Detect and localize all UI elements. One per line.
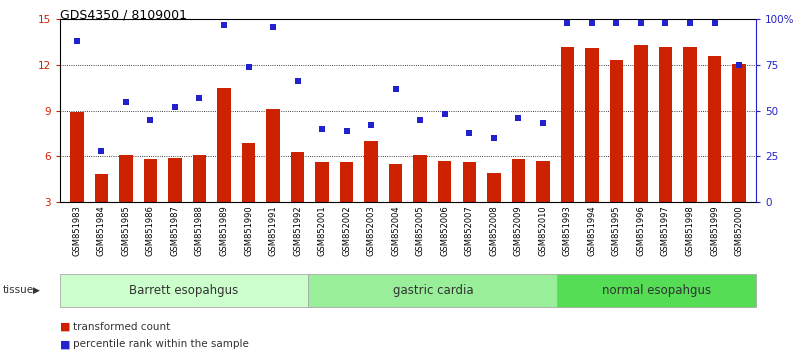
Text: GSM851998: GSM851998: [685, 205, 694, 256]
Bar: [512, 159, 525, 202]
Text: ■: ■: [60, 322, 70, 332]
Text: GSM851990: GSM851990: [244, 205, 253, 256]
Bar: [610, 61, 623, 202]
Text: GSM852001: GSM852001: [318, 205, 326, 256]
Point: [561, 20, 574, 26]
Text: GSM851986: GSM851986: [146, 205, 155, 256]
Text: GSM852000: GSM852000: [735, 205, 743, 256]
Bar: [267, 109, 280, 202]
Point: [708, 20, 721, 26]
Text: GSM851983: GSM851983: [72, 205, 81, 256]
Text: GSM851989: GSM851989: [220, 205, 228, 256]
Bar: [634, 45, 648, 202]
Text: ■: ■: [60, 339, 70, 349]
Bar: [144, 159, 157, 202]
Bar: [560, 47, 574, 202]
Bar: [536, 161, 549, 202]
Text: transformed count: transformed count: [73, 322, 170, 332]
Text: GSM852008: GSM852008: [490, 205, 498, 256]
Text: GSM851995: GSM851995: [612, 205, 621, 256]
Bar: [557, 274, 756, 307]
Bar: [308, 274, 557, 307]
Text: GSM851984: GSM851984: [97, 205, 106, 256]
Text: tissue: tissue: [2, 285, 33, 296]
Point: [414, 117, 427, 122]
Point: [732, 62, 745, 68]
Bar: [193, 155, 206, 202]
Point: [119, 99, 132, 104]
Text: GSM852010: GSM852010: [538, 205, 548, 256]
Text: GSM851991: GSM851991: [268, 205, 278, 256]
Text: percentile rank within the sample: percentile rank within the sample: [73, 339, 249, 349]
Text: GSM852002: GSM852002: [342, 205, 351, 256]
Bar: [708, 56, 721, 202]
Bar: [291, 152, 304, 202]
Text: GSM852007: GSM852007: [465, 205, 474, 256]
Point: [267, 24, 279, 30]
Point: [537, 121, 549, 126]
Text: GSM851992: GSM851992: [293, 205, 302, 256]
Text: GSM852003: GSM852003: [367, 205, 376, 256]
Point: [242, 64, 255, 70]
Text: GSM851997: GSM851997: [661, 205, 670, 256]
Bar: [585, 48, 599, 202]
Text: normal esopahgus: normal esopahgus: [602, 284, 712, 297]
Point: [389, 86, 402, 92]
Point: [463, 130, 476, 135]
Text: GSM851993: GSM851993: [563, 205, 572, 256]
Bar: [659, 47, 672, 202]
Point: [684, 20, 696, 26]
Bar: [413, 155, 427, 202]
Bar: [389, 164, 403, 202]
Point: [365, 122, 377, 128]
Point: [634, 20, 647, 26]
Point: [340, 128, 353, 133]
Bar: [732, 63, 746, 202]
Point: [512, 115, 525, 121]
Point: [169, 104, 181, 110]
Text: GSM852009: GSM852009: [513, 205, 523, 256]
Point: [610, 20, 622, 26]
Text: GSM851987: GSM851987: [170, 205, 179, 256]
Point: [291, 79, 304, 84]
Bar: [315, 162, 329, 202]
Point: [95, 148, 107, 154]
Bar: [217, 88, 231, 202]
Point: [659, 20, 672, 26]
Text: GSM852004: GSM852004: [391, 205, 400, 256]
Bar: [462, 162, 476, 202]
Point: [193, 95, 206, 101]
Bar: [119, 155, 133, 202]
Text: GSM851999: GSM851999: [710, 205, 719, 256]
Point: [586, 20, 599, 26]
Text: GSM852005: GSM852005: [416, 205, 425, 256]
Text: ▶: ▶: [33, 286, 40, 295]
Bar: [168, 158, 181, 202]
Bar: [242, 143, 256, 202]
Bar: [365, 141, 378, 202]
Text: GSM851994: GSM851994: [587, 205, 596, 256]
Text: GDS4350 / 8109001: GDS4350 / 8109001: [60, 9, 187, 22]
Text: GSM851985: GSM851985: [122, 205, 131, 256]
Text: GSM851988: GSM851988: [195, 205, 204, 256]
Bar: [487, 173, 501, 202]
Bar: [340, 162, 353, 202]
Text: GSM851996: GSM851996: [637, 205, 646, 256]
Bar: [683, 47, 696, 202]
Text: Barrett esopahgus: Barrett esopahgus: [130, 284, 239, 297]
Point: [316, 126, 329, 132]
Point: [487, 135, 500, 141]
Text: GSM852006: GSM852006: [440, 205, 449, 256]
Text: gastric cardia: gastric cardia: [392, 284, 473, 297]
Point: [71, 39, 84, 44]
Bar: [70, 112, 84, 202]
Point: [144, 117, 157, 122]
Bar: [60, 274, 308, 307]
Point: [217, 22, 230, 28]
Bar: [95, 175, 108, 202]
Bar: [438, 161, 451, 202]
Point: [439, 112, 451, 117]
